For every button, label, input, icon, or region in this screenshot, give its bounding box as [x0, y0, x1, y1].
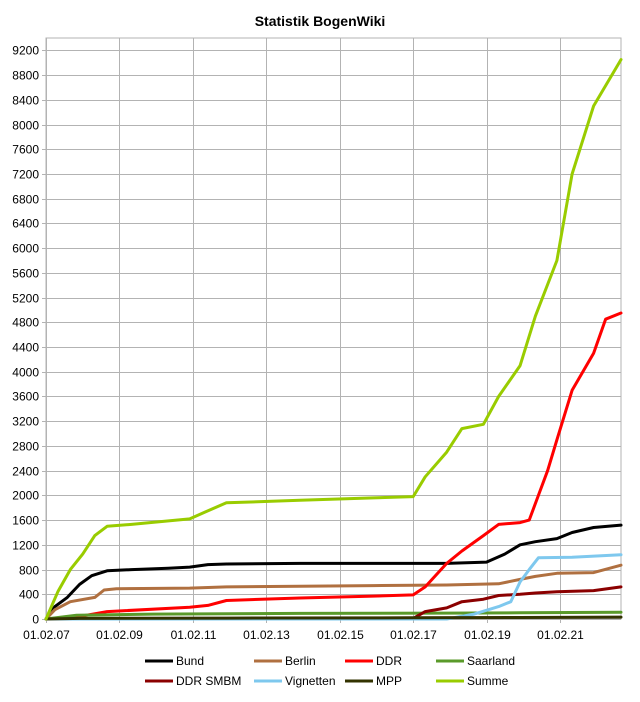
series-line-saarland — [44, 610, 623, 621]
x-tick-label: 01.02.09 — [96, 628, 143, 642]
y-tick-label: 6800 — [12, 193, 39, 207]
y-tick-label: 5200 — [12, 292, 39, 306]
y-tick-label: 8400 — [12, 94, 39, 108]
series-line-mpp — [44, 615, 623, 621]
series-line-summe — [44, 58, 623, 621]
legend-label: DDR — [376, 654, 402, 668]
legend-item: Bund — [145, 654, 204, 668]
legend-item: MPP — [345, 674, 402, 688]
x-tick-label: 01.02.11 — [171, 628, 217, 642]
series-line-ddr-smbm — [44, 585, 623, 621]
y-tick-label: 6400 — [12, 217, 39, 231]
y-tick-label: 3200 — [12, 415, 39, 429]
y-tick-label: 1200 — [12, 539, 39, 553]
series-line-bund — [44, 523, 623, 621]
y-tick-label: 2400 — [12, 465, 39, 479]
legend-label: MPP — [376, 674, 402, 688]
legend-label: Saarland — [467, 654, 515, 668]
legend-label: Berlin — [285, 654, 316, 668]
legend-item: DDR — [345, 654, 402, 668]
y-tick-label: 7600 — [12, 143, 39, 157]
series-line-ddr — [44, 311, 623, 621]
series-line-berlin — [44, 563, 623, 621]
legend-label: Bund — [176, 654, 204, 668]
x-tick-label: 01.02.07 — [23, 628, 70, 642]
chart-title: Statistik BogenWiki — [255, 13, 386, 29]
legend: Bund Berlin DDR Saarland DDR SMBM Vignetten MP… — [145, 654, 515, 688]
y-tick-label: 400 — [19, 588, 39, 602]
y-tick-label: 6000 — [12, 242, 39, 256]
y-tick-label: 2800 — [12, 440, 39, 454]
y-tick-label: 0 — [32, 613, 39, 627]
y-tick-label: 2000 — [12, 489, 39, 503]
y-tick-label: 8800 — [12, 69, 39, 83]
legend-item: Summe — [436, 674, 509, 688]
legend-label: Vignetten — [285, 674, 336, 688]
grid — [42, 37, 622, 623]
legend-label: Summe — [467, 674, 509, 688]
y-tick-label: 7200 — [12, 168, 39, 182]
y-tick-label: 8000 — [12, 119, 39, 133]
x-tick-label: 01.02.21 — [537, 628, 584, 642]
legend-item: Vignetten — [254, 674, 336, 688]
x-tick-label: 01.02.13 — [243, 628, 290, 642]
y-tick-label: 3600 — [12, 390, 39, 404]
y-tick-label: 5600 — [12, 267, 39, 281]
y-tick-label: 800 — [19, 564, 39, 578]
x-tick-label: 01.02.15 — [317, 628, 364, 642]
y-tick-label: 4400 — [12, 341, 39, 355]
legend-label: DDR SMBM — [176, 674, 241, 688]
series-lines — [44, 58, 623, 621]
x-tick-label: 01.02.19 — [464, 628, 511, 642]
legend-item: Saarland — [436, 654, 515, 668]
y-tick-label: 1600 — [12, 514, 39, 528]
y-tick-label: 4000 — [12, 366, 39, 380]
legend-item: DDR SMBM — [145, 674, 241, 688]
axes: 0 400 800 1200 1600 2000 2400 2800 3200 3600 4000 4… — [12, 44, 584, 643]
legend-item: Berlin — [254, 654, 316, 668]
y-tick-label: 9200 — [12, 44, 39, 58]
x-tick-label: 01.02.17 — [390, 628, 437, 642]
y-tick-label: 4800 — [12, 316, 39, 330]
